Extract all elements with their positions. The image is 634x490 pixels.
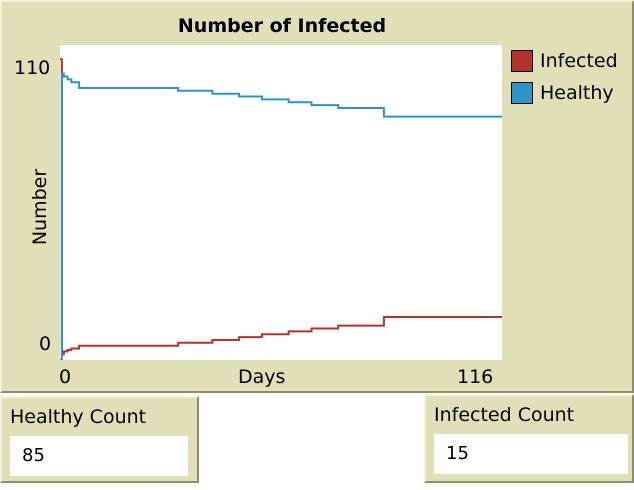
plot-legend: Infected Healthy (511, 45, 618, 109)
healthy-count-monitor: Healthy Count 85 (0, 396, 199, 483)
x-axis-min-tick: 0 (59, 366, 72, 388)
healthy-swatch (511, 82, 533, 104)
legend-label-infected: Infected (540, 50, 618, 72)
series-line-infected (60, 58, 502, 356)
infected-count-monitor: Infected Count 15 (424, 394, 634, 483)
healthy-count-value: 85 (10, 436, 188, 476)
y-axis-max-tick: 110 (14, 57, 51, 79)
infected-plot-widget: Number of Infected 110 0 Number 0 Days 1… (0, 0, 634, 393)
y-axis-label: Number (29, 168, 51, 246)
healthy-count-label: Healthy Count (10, 406, 147, 428)
x-axis-label: Days (238, 366, 286, 388)
x-axis-max-tick: 116 (457, 366, 494, 388)
infected-swatch (511, 50, 533, 72)
plot-title: Number of Infected (177, 15, 387, 37)
infected-count-value: 15 (434, 434, 628, 474)
plot-area (60, 45, 502, 361)
y-axis-min-tick: 0 (39, 333, 52, 355)
infected-count-label: Infected Count (434, 404, 575, 426)
legend-item-infected: Infected (511, 45, 618, 77)
series-line-healthy (60, 72, 502, 361)
legend-item-healthy: Healthy (511, 77, 618, 109)
line-chart (60, 58, 502, 361)
legend-label-healthy: Healthy (540, 82, 614, 104)
